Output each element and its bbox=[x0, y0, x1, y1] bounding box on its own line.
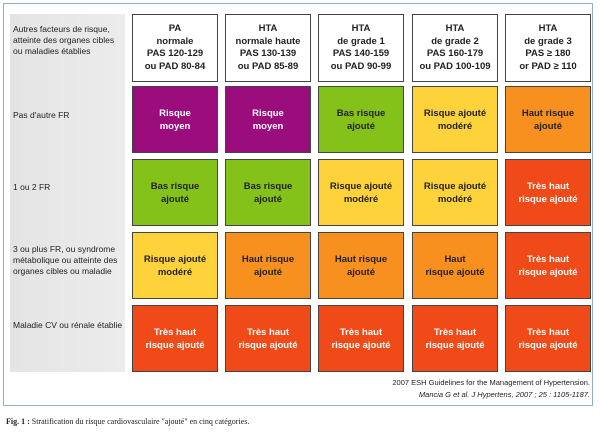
risk-cell: Bas risque ajouté bbox=[132, 159, 218, 226]
risk-cell: Risque ajouté modéré bbox=[132, 232, 218, 299]
risk-cell: Bas risque ajouté bbox=[318, 86, 404, 153]
risk-cell: Haut risque ajouté bbox=[505, 86, 591, 153]
row-label-column bbox=[10, 14, 125, 372]
row-label: Maladie CV ou rénale établie bbox=[13, 320, 123, 330]
risk-cell: Très haut risque ajouté bbox=[318, 305, 404, 372]
risk-cell: Haut risque ajouté bbox=[225, 232, 311, 299]
column-header: HTA de grade 2 PAS 160-179 ou PAD 100-10… bbox=[412, 14, 498, 82]
risk-cell: Risque moyen bbox=[132, 86, 218, 153]
risk-cell: Risque moyen bbox=[225, 86, 311, 153]
risk-cell: Très haut risque ajouté bbox=[412, 305, 498, 372]
source-line-1: 2007 ESH Guidelines for the Management o… bbox=[392, 378, 590, 387]
row-header-title: Autres facteurs de risque, atteinte des … bbox=[13, 24, 115, 56]
row-label: 1 ou 2 FR bbox=[13, 182, 51, 192]
column-header: HTA de grade 3 PAS ≥ 180 or PAD ≥ 110 bbox=[505, 14, 591, 82]
caption-label: Fig. 1 : bbox=[6, 417, 30, 426]
risk-cell: Très haut risque ajouté bbox=[225, 305, 311, 372]
figure-caption: Fig. 1 : Stratification du risque cardio… bbox=[6, 417, 249, 426]
risk-cell: Risque ajouté modéré bbox=[412, 86, 498, 153]
row-label: Pas d'autre FR bbox=[13, 110, 70, 120]
row-label: 3 ou plus FR, ou syndrome métabolique ou… bbox=[13, 244, 118, 276]
figure-frame bbox=[3, 3, 593, 406]
column-header: HTA normale haute PAS 130-139 ou PAD 85-… bbox=[225, 14, 311, 82]
risk-cell: Risque ajouté modéré bbox=[318, 159, 404, 226]
risk-cell: Très haut risque ajouté bbox=[132, 305, 218, 372]
risk-cell: Haut risque ajouté bbox=[318, 232, 404, 299]
risk-cell: Très haut risque ajouté bbox=[505, 232, 591, 299]
risk-cell: Très haut risque ajouté bbox=[505, 159, 591, 226]
caption-text: Stratification du risque cardiovasculair… bbox=[31, 417, 250, 426]
risk-cell: Haut risque ajouté bbox=[412, 232, 498, 299]
column-header: PA normale PAS 120-129 ou PAD 80-84 bbox=[132, 14, 218, 82]
risk-cell: Bas risque ajouté bbox=[225, 159, 311, 226]
source-line-2: Mancia G et al. J Hypertens, 2007 ; 25 :… bbox=[418, 390, 590, 399]
risk-cell: Risque ajouté modéré bbox=[412, 159, 498, 226]
column-header: HTA de grade 1 PAS 140-159 ou PAD 90-99 bbox=[318, 14, 404, 82]
risk-cell: Très haut risque ajouté bbox=[505, 305, 591, 372]
